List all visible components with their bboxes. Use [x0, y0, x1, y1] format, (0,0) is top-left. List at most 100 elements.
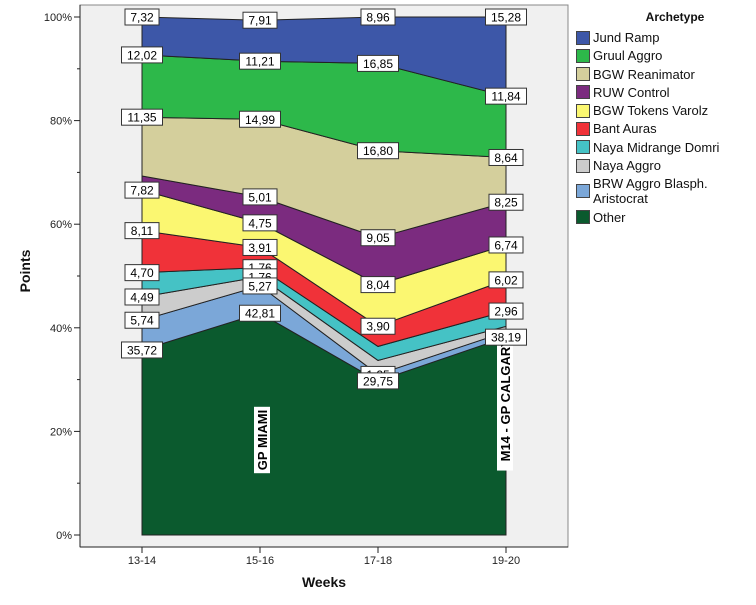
data-label-text: 38,19 [491, 331, 521, 345]
data-label: 2,96 [488, 302, 524, 320]
data-label: 11,21 [239, 52, 281, 70]
axes: 0% 20% 40% 60% 80% 100% 13-14 15-16 17-18 19-20 [44, 5, 568, 567]
data-label: 7,32 [124, 8, 160, 26]
data-label: 5,74 [124, 311, 160, 329]
data-label: 8,96 [360, 8, 396, 26]
data-label-box [124, 222, 160, 240]
data-label: 4,75 [242, 214, 278, 232]
legend-label: RUW Control [593, 84, 670, 100]
legend-label: BGW Tokens Varolz [593, 103, 709, 119]
x-tick-label: 13-14 [128, 555, 156, 567]
legend-label: BRW Aggro Blasph. Aristocrat [593, 176, 708, 207]
data-label-text: 7,32 [130, 11, 154, 25]
annotation-bg [254, 406, 270, 474]
annotation-text: M14 - GP CALGARY [498, 338, 513, 461]
data-label-text: 3,90 [366, 320, 390, 334]
data-label-box [121, 341, 163, 359]
data-label-box [360, 276, 396, 294]
data-label: 3,91 [242, 238, 278, 256]
legend-item: Naya Midrange Domri [576, 140, 756, 155]
data-label: 11,35 [121, 108, 163, 126]
data-label-text: 11,84 [491, 90, 520, 104]
annotation: M14 - GP CALGARY [497, 329, 513, 471]
data-label-box [239, 304, 281, 322]
data-label-text: 2,96 [494, 305, 518, 319]
y-axis-title: Points [17, 249, 33, 292]
x-tick-label: 19-20 [492, 555, 520, 567]
legend-item: BGW Tokens Varolz [576, 103, 756, 118]
legend-swatch [576, 48, 590, 63]
data-label-text: 14,99 [245, 113, 275, 127]
legend-item: Gruul Aggro [576, 48, 756, 63]
data-label: 4,49 [124, 288, 160, 306]
legend-item: Other [576, 210, 756, 225]
data-label-text: 5,74 [130, 314, 154, 328]
data-label: 9,05 [360, 229, 396, 247]
data-label-text: 8,25 [494, 196, 518, 210]
legend-swatch [576, 158, 590, 173]
legend-label: Gruul Aggro [593, 48, 663, 64]
data-label-box [242, 11, 278, 29]
data-label-box [485, 328, 527, 346]
data-label: 29,75 [357, 372, 399, 390]
data-label-box [488, 148, 524, 166]
data-label-text: 4,75 [248, 216, 272, 230]
annotation: GP MIAMI [254, 406, 270, 474]
data-label-text: 7,91 [248, 14, 272, 28]
data-label-box [488, 271, 524, 289]
legend-label: Bant Auras [593, 121, 657, 137]
data-label-box [124, 8, 160, 26]
data-label-box [360, 229, 396, 247]
legend-swatch [576, 121, 590, 136]
legend-title: Archetype [645, 10, 705, 24]
data-label-text: 7,82 [130, 184, 154, 198]
data-label-text: 35,72 [127, 343, 157, 357]
legend-swatch [576, 140, 590, 155]
data-label: 6,02 [488, 271, 524, 289]
data-label-box [239, 110, 281, 128]
legend-items: Jund Ramp Gruul Aggro BGW Reanimator RUW Co… [576, 30, 756, 225]
area-layers [141, 16, 507, 536]
data-label-box [357, 54, 399, 72]
data-label: 4,70 [124, 264, 160, 282]
data-label: 35,72 [121, 341, 163, 359]
data-label-text: 11,35 [127, 111, 156, 125]
data-label-text: 16,85 [363, 57, 393, 71]
data-label-text: 16,80 [363, 144, 393, 158]
data-label-box [121, 108, 163, 126]
legend-swatch [576, 85, 590, 100]
data-label-box [124, 288, 160, 306]
data-label-text: 6,74 [494, 238, 518, 252]
data-label: 16,85 [357, 54, 399, 72]
legend: Archetype Jund Ramp Gruul Aggro BGW Reanim… [576, 10, 756, 228]
data-label-box [242, 188, 278, 206]
data-label-box [121, 46, 163, 64]
annotation-bg [497, 329, 513, 471]
legend-swatch [576, 210, 590, 225]
legend-swatch [576, 30, 590, 45]
legend-label: Naya Midrange Domri [593, 139, 720, 155]
legend-item: Naya Aggro [576, 158, 756, 173]
data-label-text: 5,27 [248, 279, 272, 293]
data-label: 3,90 [360, 317, 396, 335]
x-axis-title: Weeks [302, 574, 346, 590]
legend-swatch [576, 184, 590, 199]
data-label-box [488, 236, 524, 254]
data-label-text: 11,21 [245, 55, 274, 69]
legend-item: Jund Ramp [576, 30, 756, 45]
data-label-text: 29,75 [363, 374, 393, 388]
data-label-box [357, 142, 399, 160]
data-label-box [124, 264, 160, 282]
data-label-text: 8,96 [366, 11, 390, 25]
data-label-text: 12,02 [127, 48, 157, 62]
y-tick-label: 40% [50, 323, 72, 335]
y-tick-label: 0% [56, 530, 72, 542]
data-label: 6,74 [488, 236, 524, 254]
legend-label: Naya Aggro [593, 158, 661, 174]
data-label-box [485, 8, 527, 26]
data-label: 7,82 [124, 181, 160, 199]
data-label-text: 8,04 [366, 278, 390, 292]
data-label-text: 6,02 [494, 273, 518, 287]
data-label-box [239, 52, 281, 70]
